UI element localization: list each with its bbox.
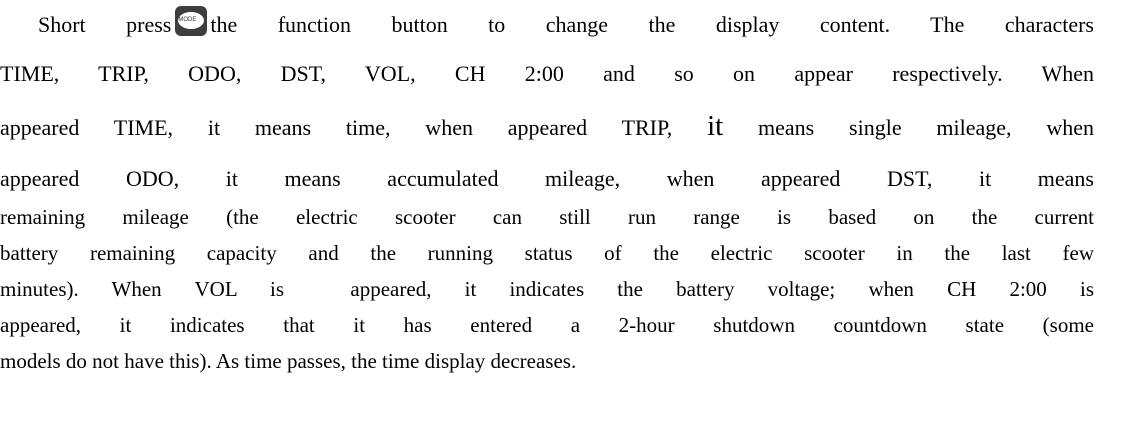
- text-line: minutes). When VOL is appeared, it indic…: [0, 277, 1094, 301]
- text-line: Short press MODE the function button to ch…: [38, 6, 1094, 42]
- text-line: appeared TIME, it means time, when appea…: [0, 112, 1094, 141]
- text-line: appeared ODO, it means accumulated milea…: [0, 167, 1094, 191]
- text-line: remaining mileage (the electric scooter …: [0, 205, 1094, 229]
- text: appeared, it indicates that it has enter…: [0, 313, 1094, 337]
- text-line: TIME, TRIP, ODO, DST, VOL, CH 2:00 and s…: [0, 62, 1094, 86]
- text: means single mileage, when: [723, 115, 1094, 140]
- text-line: battery remaining capacity and the runni…: [0, 241, 1094, 265]
- text: remaining mileage (the electric scooter …: [0, 205, 1094, 229]
- mode-icon: MODE: [175, 6, 208, 36]
- text: it: [707, 110, 724, 142]
- text: appeared TIME, it means time, when appea…: [0, 115, 708, 140]
- icon-label: MODE: [178, 12, 205, 29]
- text: Short press: [38, 12, 172, 38]
- text: TIME, TRIP, ODO, DST, VOL, CH 2:00 and s…: [0, 61, 1094, 86]
- text: minutes). When VOL is appeared, it indic…: [0, 277, 1094, 301]
- text: the function button to change the displa…: [210, 12, 1094, 38]
- text: appeared ODO, it means accumulated milea…: [0, 166, 1094, 191]
- text: battery remaining capacity and the runni…: [0, 241, 1094, 265]
- text: models do not have this). As time passes…: [0, 349, 577, 373]
- text-line: models do not have this). As time passes…: [0, 349, 1094, 373]
- text-line: appeared, it indicates that it has enter…: [0, 313, 1094, 337]
